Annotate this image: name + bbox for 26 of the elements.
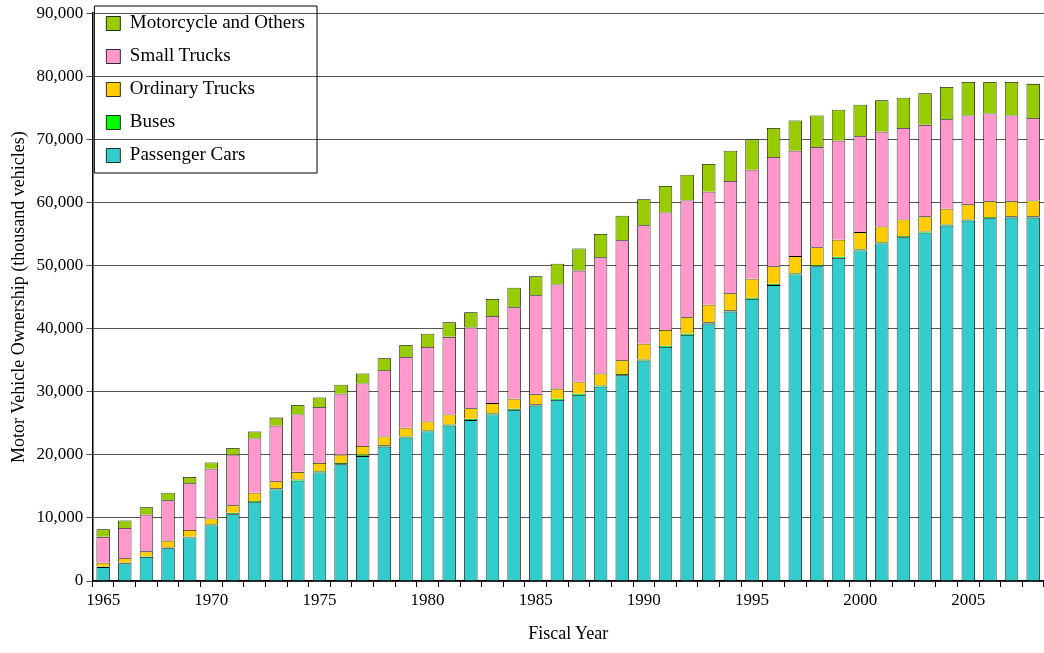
y-tick-label: 10,000 <box>36 507 84 527</box>
legend-label: Buses <box>129 110 176 132</box>
y-tick-label: 80,000 <box>36 65 84 85</box>
y-tick-label: 20,000 <box>36 444 84 464</box>
y-tick-label: 60,000 <box>36 191 84 211</box>
x-tick-label: 2005 <box>951 589 986 609</box>
x-tick-label: 1975 <box>302 589 337 609</box>
y-tick-label: 40,000 <box>36 318 84 338</box>
x-tick-label: 1995 <box>735 589 770 609</box>
x-tick-label: 1985 <box>518 589 553 609</box>
legend-label: Passenger Cars <box>129 143 246 165</box>
legend-label: Ordinary Trucks <box>129 77 255 99</box>
legend-label: Motorcycle and Others <box>129 11 306 33</box>
x-tick-label: 1965 <box>86 589 121 609</box>
x-axis-title: Fiscal Year <box>528 622 609 643</box>
y-axis-title: Motor Vehicle Ownership (thousand vehicles) <box>7 131 29 463</box>
y-tick-label: 90,000 <box>36 2 84 22</box>
x-tick-label: 1980 <box>410 589 445 609</box>
y-tick-label: 0 <box>74 570 84 590</box>
x-tick-label: 1970 <box>194 589 229 609</box>
legend-label: Small Trucks <box>129 44 231 66</box>
y-tick-label: 50,000 <box>36 255 84 275</box>
x-tick-label: 1990 <box>626 589 661 609</box>
y-tick-label: 70,000 <box>36 128 84 148</box>
x-tick-label: 2000 <box>843 589 878 609</box>
y-tick-label: 30,000 <box>36 381 84 401</box>
